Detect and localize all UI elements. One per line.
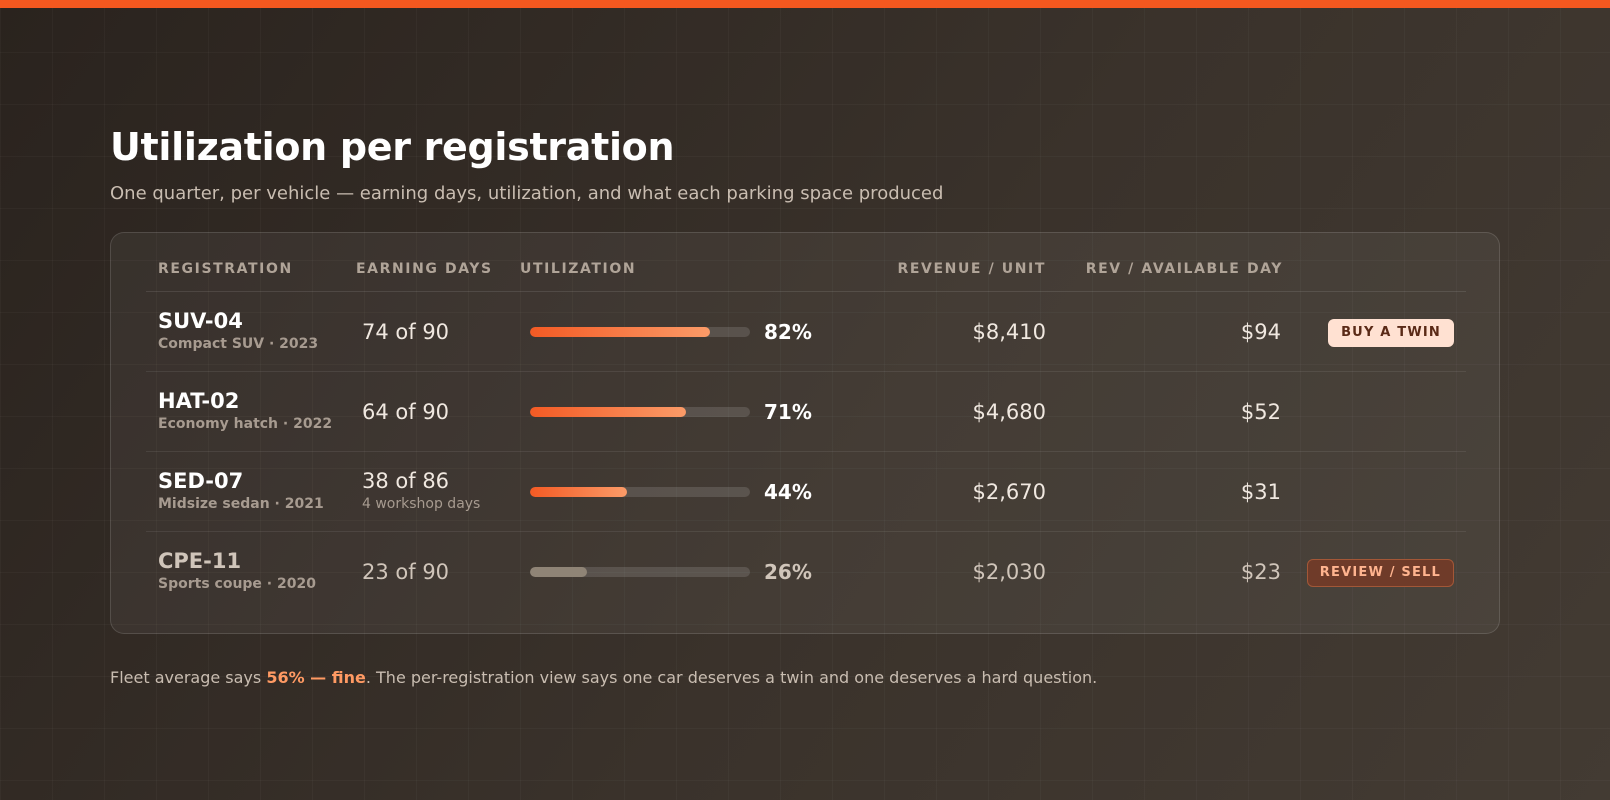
revenue-per-unit: $2,670 [972, 480, 1046, 504]
main-content: Utilization per registration One quarter… [110, 122, 1500, 634]
col-header-earning-days: EARNING DAYS [356, 261, 493, 277]
rev-per-available-day: $52 [1240, 400, 1281, 424]
footnote-text-start: Fleet average says [110, 668, 267, 687]
buy-a-twin-button[interactable]: BUY A TWIN [1328, 319, 1454, 347]
earning-days-cell: 38 of 86 4 workshop days [362, 468, 480, 513]
table-row: SED-07 Midsize sedan · 2021 38 of 86 4 w… [146, 452, 1466, 532]
rev-per-available-day: $94 [1240, 320, 1281, 344]
vehicle-model: Sports coupe · 2020 [158, 576, 316, 592]
workshop-days-note: 4 workshop days [362, 496, 481, 512]
utilization-bar [530, 487, 750, 497]
col-header-registration: REGISTRATION [158, 261, 293, 277]
revenue-per-unit: $4,680 [972, 400, 1046, 424]
col-header-revenue-unit: REVENUE / UNIT [897, 261, 1046, 277]
page-subtitle: One quarter, per vehicle — earning days,… [110, 183, 944, 204]
table-row: SUV-04 Compact SUV · 2023 74 of 90 82% $… [146, 292, 1466, 372]
earning-days: 74 of 90 [362, 320, 450, 344]
registration-id: SED-07 [158, 469, 244, 493]
revenue-per-unit: $2,030 [972, 560, 1046, 584]
page-title: Utilization per registration [110, 125, 675, 169]
utilization-table-card: REGISTRATION EARNING DAYS UTILIZATION RE… [110, 232, 1500, 634]
registration-cell: HAT-02 Economy hatch · 2022 [158, 388, 332, 432]
table-header: REGISTRATION EARNING DAYS UTILIZATION RE… [146, 259, 1466, 292]
rev-per-available-day: $31 [1240, 480, 1281, 504]
utilization-bar [530, 567, 750, 577]
revenue-per-unit: $8,410 [972, 320, 1046, 344]
utilization-bar [530, 327, 750, 337]
utilization-bar-fill [530, 567, 588, 577]
rev-per-available-day: $23 [1240, 560, 1281, 584]
table-row: HAT-02 Economy hatch · 2022 64 of 90 71%… [146, 372, 1466, 452]
utilization-percent: 26% [764, 560, 812, 584]
utilization-bar-fill [530, 327, 711, 337]
review-sell-button[interactable]: REVIEW / SELL [1306, 559, 1454, 587]
footnote-text-end: . The per-registration view says one car… [365, 668, 1098, 687]
col-header-utilization: UTILIZATION [520, 261, 637, 277]
registration-cell: CPE-11 Sports coupe · 2020 [158, 548, 316, 592]
registration-id: HAT-02 [158, 389, 240, 413]
table-row: CPE-11 Sports coupe · 2020 23 of 90 26% … [146, 532, 1466, 611]
vehicle-model: Midsize sedan · 2021 [158, 496, 324, 512]
utilization-percent: 71% [764, 400, 812, 424]
utilization-percent: 82% [764, 320, 812, 344]
footnote: Fleet average says 56% — fine. The per-r… [110, 667, 1097, 689]
registration-cell: SUV-04 Compact SUV · 2023 [158, 308, 318, 352]
registration-cell: SED-07 Midsize sedan · 2021 [158, 468, 324, 512]
vehicle-model: Compact SUV · 2023 [158, 336, 319, 352]
utilization-bar-fill [530, 407, 687, 417]
table-body: SUV-04 Compact SUV · 2023 74 of 90 82% $… [146, 292, 1466, 611]
col-header-rev-available-day: REV / AVAILABLE DAY [1085, 261, 1283, 277]
earning-days: 23 of 90 [362, 560, 450, 584]
earning-days: 38 of 86 [362, 469, 450, 493]
vehicle-model: Economy hatch · 2022 [158, 416, 333, 432]
earning-days: 64 of 90 [362, 400, 450, 424]
utilization-bar-fill [530, 487, 627, 497]
registration-id: CPE-11 [158, 549, 242, 573]
fleet-average-highlight: 56% — fine [266, 668, 366, 687]
utilization-percent: 44% [764, 480, 812, 504]
top-accent-bar [0, 0, 1610, 8]
utilization-bar [530, 407, 750, 417]
registration-id: SUV-04 [158, 309, 243, 333]
